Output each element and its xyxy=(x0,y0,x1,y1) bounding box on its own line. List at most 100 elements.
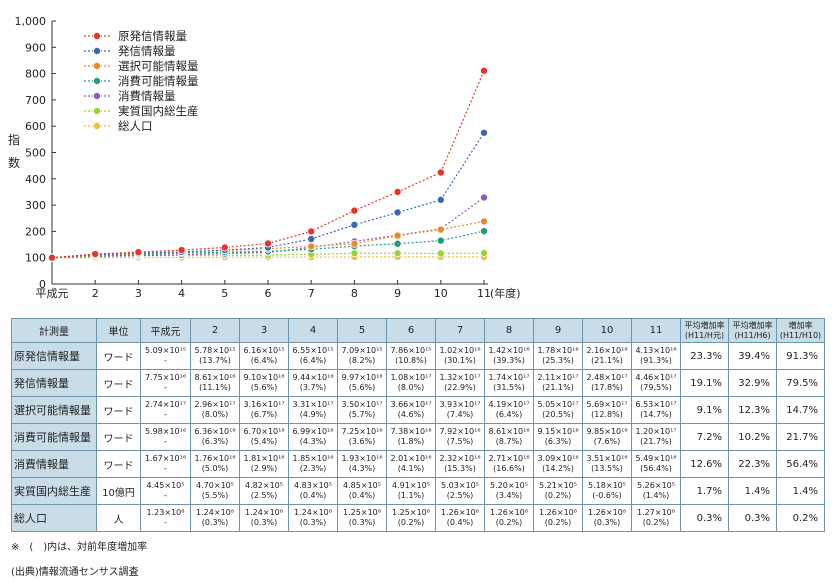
legend-item: 実質国内総生産 xyxy=(84,104,199,118)
table-cell: 2.48×10¹⁷ (17.8%) xyxy=(582,369,632,397)
table-cell: 1.23×10⁸ - xyxy=(140,504,191,532)
table-cell: 1.08×10¹⁷ (8.0%) xyxy=(386,369,436,397)
y-tick-label: 0 xyxy=(39,278,46,291)
table-cell: 7.92×10¹⁶ (7.5%) xyxy=(435,423,485,451)
rate-cell: 23.3% xyxy=(680,342,729,370)
table-row: 消費情報量 ワード 1.67×10¹⁶ -1.76×10¹⁶ (5.0%) 1.81×10… xyxy=(11,450,825,478)
column-header: 平成元 xyxy=(140,318,191,343)
table-cell: 4.70×10⁵ (5.5%) xyxy=(190,477,240,505)
rate-cell: 91.3% xyxy=(776,342,825,370)
data-point xyxy=(436,236,445,245)
rate-cell: 56.4% xyxy=(776,450,825,478)
table-cell: 6.16×10¹⁵ (6.4%) xyxy=(239,342,289,370)
data-point xyxy=(48,253,57,262)
table-header-row: 計測量 単位 平成元 2 3 4 5 6 7 8 9 10 11 平均増加率 (H11/H元) 平均増加率 (H… xyxy=(11,318,825,343)
table-cell: 7.75×10¹⁶ - xyxy=(140,369,191,397)
rate-cell: 21.7% xyxy=(776,423,825,451)
row-unit: ワード xyxy=(96,369,141,397)
rate-cell: 1.4% xyxy=(728,477,777,505)
table-cell: 1.76×10¹⁶ (5.0%) xyxy=(190,450,240,478)
table-cell: 4.83×10⁵ (0.4%) xyxy=(288,477,338,505)
rate-cell: 79.5% xyxy=(776,369,825,397)
rate-cell: 12.6% xyxy=(680,450,729,478)
table-cell: 4.19×10¹⁷ (6.4%) xyxy=(484,396,534,424)
data-point xyxy=(393,187,402,196)
rate-cell: 10.2% xyxy=(728,423,777,451)
legend-label: 総人口 xyxy=(118,119,153,133)
column-header: 3 xyxy=(239,318,289,343)
row-unit: ワード xyxy=(96,450,141,478)
y-tick-label: 800 xyxy=(25,68,46,81)
data-point xyxy=(436,225,445,234)
table-cell: 3.09×10¹⁶ (14.2%) xyxy=(533,450,583,478)
data-point xyxy=(307,227,316,236)
table-row: 消費可能情報量 ワード 5.98×10¹⁶ -6.36×10¹⁶ (6.3%) 6.70×… xyxy=(11,423,825,451)
data-point xyxy=(393,249,402,258)
column-header: 9 xyxy=(533,318,583,343)
data-point xyxy=(479,66,488,75)
rate-cell: 12.3% xyxy=(728,396,777,424)
table-cell: 5.69×10¹⁷ (12.8%) xyxy=(582,396,632,424)
table-cell: 2.01×10¹⁶ (4.1%) xyxy=(386,450,436,478)
table-cell: 5.49×10¹⁶ (56.4%) xyxy=(631,450,681,478)
y-axis-label: 指数 xyxy=(8,132,20,170)
data-point xyxy=(91,250,100,259)
x-tick-label: 平成元 xyxy=(36,287,69,300)
x-tick-label: 5 xyxy=(221,287,228,300)
table-row: 実質国内総生産 10億円 4.45×10⁵ -4.70×10⁵ (5.5%) 4.82×1… xyxy=(11,477,825,505)
y-tick-label: 100 xyxy=(25,252,46,265)
chart-series xyxy=(48,66,488,262)
table-cell: 9.10×10¹⁶ (5.6%) xyxy=(239,369,289,397)
legend-swatch-marker xyxy=(93,62,102,71)
table-cell: 3.31×10¹⁷ (4.9%) xyxy=(288,396,338,424)
data-point xyxy=(393,208,402,217)
data-point xyxy=(479,227,488,236)
y-tick-label: 900 xyxy=(25,41,46,54)
table-cell: 1.78×10¹⁶ (25.3%) xyxy=(533,342,583,370)
rate-cell: 9.1% xyxy=(680,396,729,424)
y-tick-label: 500 xyxy=(25,147,46,160)
data-point xyxy=(436,195,445,204)
table-cell: 3.93×10¹⁷ (7.4%) xyxy=(435,396,485,424)
rate-cell: 32.9% xyxy=(728,369,777,397)
table-cell: 1.27×10⁸ (0.2%) xyxy=(631,504,681,532)
rate-cell: 7.2% xyxy=(680,423,729,451)
legend-swatch-marker xyxy=(93,77,102,86)
row-unit: ワード xyxy=(96,342,141,370)
legend-item: 消費情報量 xyxy=(84,89,176,103)
x-tick-label: 6 xyxy=(265,287,272,300)
legend-label: 実質国内総生産 xyxy=(118,104,199,118)
table-cell: 4.85×10⁵ (0.4%) xyxy=(337,477,387,505)
table-cell: 2.71×10¹⁶ (16.6%) xyxy=(484,450,534,478)
data-point xyxy=(436,168,445,177)
table-cell: 5.98×10¹⁶ - xyxy=(140,423,191,451)
table-cell: 3.50×10¹⁷ (5.7%) xyxy=(337,396,387,424)
footnote: ※ ( )内は、対前年度増加率 xyxy=(11,542,148,553)
data-point xyxy=(479,217,488,226)
column-header: 7 xyxy=(435,318,485,343)
rate-cell: 1.7% xyxy=(680,477,729,505)
legend-label: 原発信情報量 xyxy=(118,29,187,43)
line-chart: 0 100 200 300 400 500 600 700 800 900 1,000 平成元 2 3 4 5… xyxy=(8,15,521,300)
x-tick-label: 2 xyxy=(92,287,99,300)
table-cell: 9.15×10¹⁶ (6.3%) xyxy=(533,423,583,451)
table-cell: 9.44×10¹⁶ (3.7%) xyxy=(288,369,338,397)
table-cell: 1.74×10¹⁷ (31.5%) xyxy=(484,369,534,397)
column-header: 8 xyxy=(484,318,534,343)
series-line xyxy=(51,70,485,259)
table-cell: 1.26×10⁸ (0.2%) xyxy=(533,504,583,532)
data-point xyxy=(393,231,402,240)
table-cell: 5.05×10¹⁷ (20.5%) xyxy=(533,396,583,424)
table-cell: 7.86×10¹⁵ (10.8%) xyxy=(386,342,436,370)
x-tick-label: 7 xyxy=(308,287,315,300)
table-cell: 1.20×10¹⁷ (21.7%) xyxy=(631,423,681,451)
legend-swatch-marker xyxy=(93,107,102,116)
row-label: 消費可能情報量 xyxy=(11,423,97,451)
column-header: 6 xyxy=(386,318,436,343)
rate-cell: 14.7% xyxy=(776,396,825,424)
table-cell: 2.16×10¹⁶ (21.1%) xyxy=(582,342,632,370)
table-cell: 5.03×10⁵ (2.5%) xyxy=(435,477,485,505)
legend-item: 原発信情報量 xyxy=(84,29,187,43)
legend-swatch-marker xyxy=(93,122,102,131)
table-cell: 9.97×10¹⁶ (5.6%) xyxy=(337,369,387,397)
